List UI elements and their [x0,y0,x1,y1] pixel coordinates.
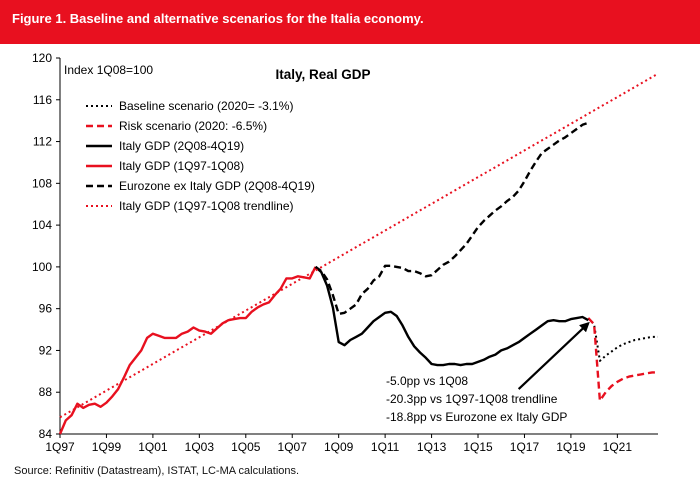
y-axis-label: Index 1Q08=100 [64,63,153,77]
y-tick-label: 92 [39,343,53,357]
x-tick-label: 1Q11 [371,440,400,454]
x-tick-label: 1Q99 [92,440,122,454]
legend-label-4: Italy GDP (1Q97-1Q08) [119,159,244,173]
source-note: Source: Refinitiv (Datastream), ISTAT, L… [14,465,299,477]
y-tick-label: 116 [33,93,52,107]
x-tick-label: 1Q09 [324,440,354,454]
series-line-3 [314,266,589,367]
series-line-4 [58,266,317,435]
figure-title: Figure 1. Baseline and alternative scena… [12,11,424,26]
y-tick-label: 100 [32,260,52,274]
y-tick-label: 96 [39,302,53,316]
chart-container: 84 88 92 96 100 104 108 112 116 120 1Q97 1Q99 1Q01 1Q… [0,44,700,464]
series-line-5 [314,121,589,316]
x-tick-label: 1Q15 [463,440,493,454]
legend-label-3: Italy GDP (2Q08-4Q19) [119,139,244,153]
series-line-2 [587,317,658,402]
annotation-line-1: -5.0pp vs 1Q08 [386,374,468,388]
x-tick-label: 1Q21 [603,440,633,454]
x-tick-label: 1Q07 [278,440,308,454]
x-tick-label: 1Q19 [556,440,586,454]
x-tick-label: 1Q05 [231,440,261,454]
legend-label-5: Eurozone ex Italy GDP (2Q08-4Q19) [119,179,315,193]
x-tick-label: 1Q13 [417,440,447,454]
y-tick-label: 88 [39,385,53,399]
legend-label-2: Risk scenario (2020: -6.5%) [119,119,267,133]
y-tick-label: 112 [33,135,52,149]
x-tick-label: 1Q97 [45,440,75,454]
y-tick-label: 104 [32,218,52,232]
chart-title: Italy, Real GDP [275,67,370,82]
source-text: Source: Refinitiv (Datastream), ISTAT, L… [14,465,300,477]
series-line-1 [587,317,658,362]
figure-title-banner: Figure 1. Baseline and alternative scena… [0,0,700,44]
x-tick-label: 1Q01 [138,440,168,454]
y-tick-label: 108 [32,176,52,190]
legend-label-6: Italy GDP (1Q97-1Q08 trendline) [119,199,294,213]
x-tick-label: 1Q17 [510,440,540,454]
y-tick-label: 84 [39,427,53,441]
annotation-line-2: -20.3pp vs 1Q97-1Q08 trendline [386,392,558,406]
legend-label-1: Baseline scenario (2020= -3.1%) [119,99,293,113]
annotation-line-3: -18.8pp vs Eurozone ex Italy GDP [386,410,567,424]
x-tick-label: 1Q03 [185,440,215,454]
gdp-chart: 84 88 92 96 100 104 108 112 116 120 1Q97 1Q99 1Q01 1Q… [32,51,659,454]
y-tick-label: 120 [32,51,52,65]
annotation-arrow [517,321,590,390]
